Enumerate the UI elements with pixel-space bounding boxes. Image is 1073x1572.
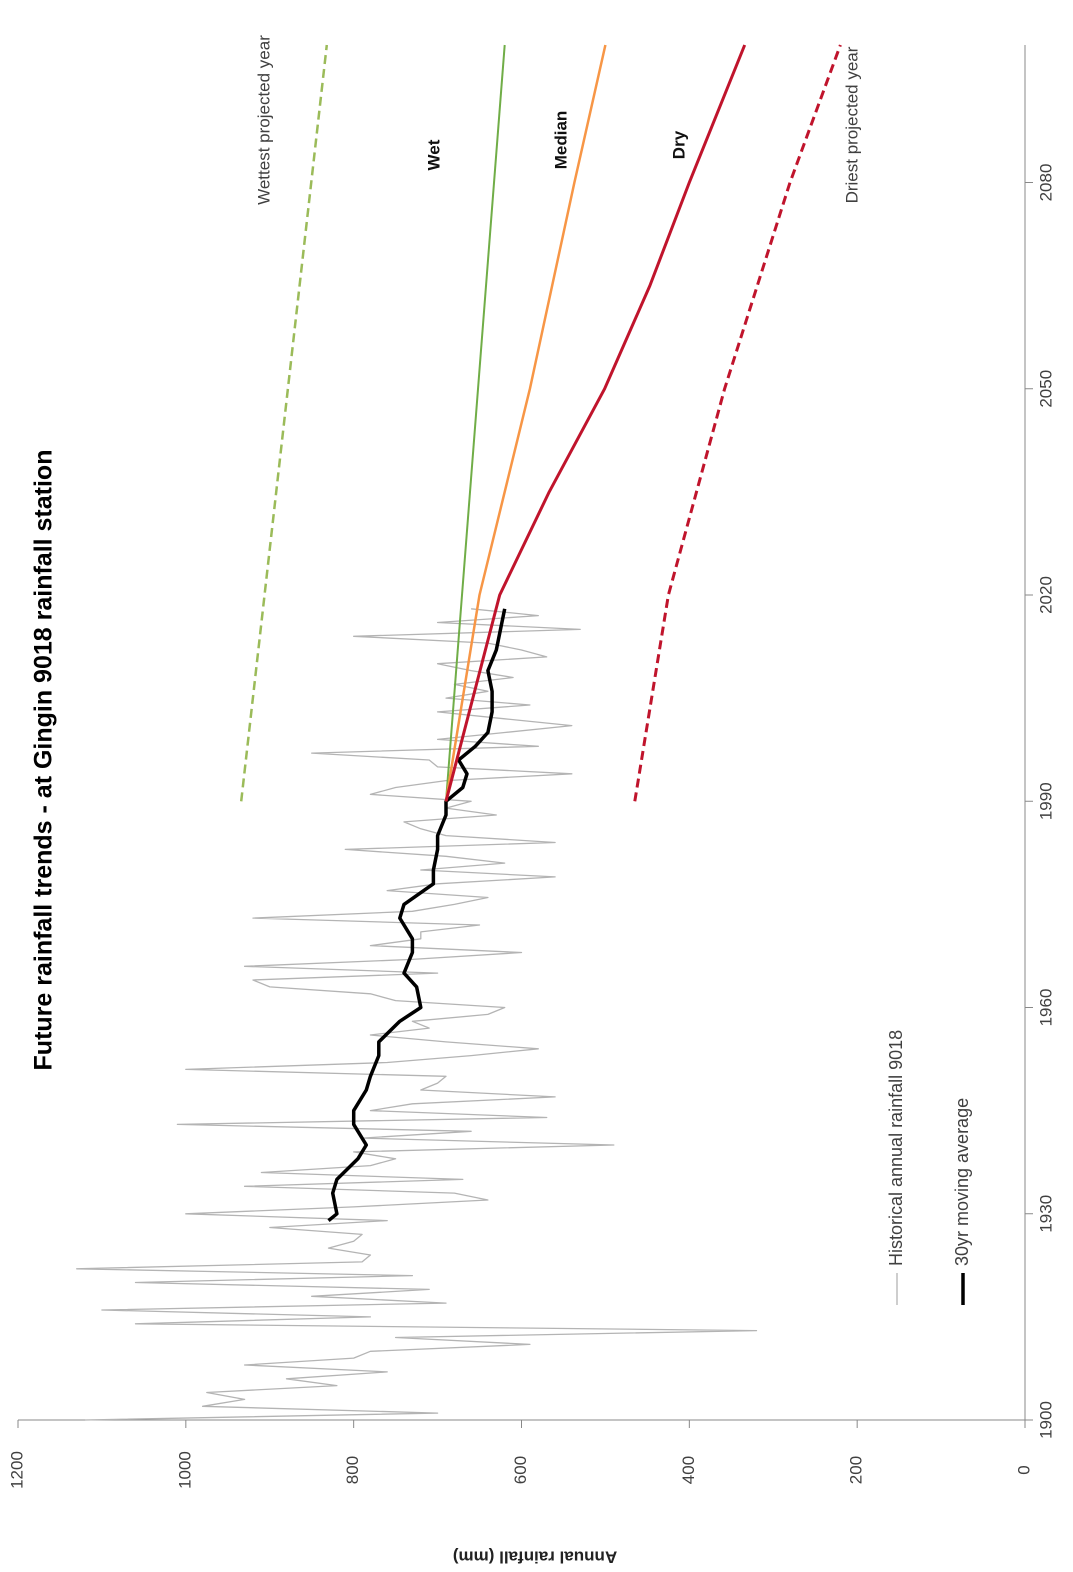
x-tick-label: 2080: [1036, 164, 1055, 202]
legend-label: 30yr moving average: [952, 1098, 972, 1266]
series-label: Wettest projected year: [254, 35, 273, 205]
series-label: Wet: [424, 139, 443, 170]
y-tick-label: 0: [1014, 1465, 1033, 1474]
chart-title: Future rainfall trends - at Gingin 9018 …: [30, 450, 58, 1071]
x-tick-label: 1960: [1036, 989, 1055, 1027]
series-line: [76, 608, 758, 1421]
y-tick-label: 800: [343, 1456, 362, 1484]
y-axis-label: Annual rainfall (mm): [453, 1548, 617, 1567]
y-tick-label: 600: [511, 1456, 530, 1484]
series-line: [239, 44, 329, 802]
y-tick-label: 200: [847, 1456, 866, 1484]
series-label: Median: [551, 111, 570, 170]
series-line: [633, 44, 842, 802]
legend-label: Historical annual rainfall 9018: [886, 1030, 906, 1266]
y-tick-label: 400: [679, 1456, 698, 1484]
series-line: [444, 44, 747, 802]
series-line: [327, 608, 507, 1222]
series-label: Driest projected year: [842, 46, 861, 203]
x-tick-label: 2050: [1036, 370, 1055, 408]
x-tick-label: 1990: [1036, 782, 1055, 820]
series-line: [444, 44, 607, 802]
y-tick-label: 1000: [175, 1451, 194, 1489]
x-tick-label: 1900: [1036, 1401, 1055, 1439]
y-tick-label: 1200: [7, 1451, 26, 1489]
series-line: [445, 44, 506, 802]
x-tick-label: 2020: [1036, 576, 1055, 614]
series-label: Dry: [669, 130, 688, 159]
x-tick-label: 1930: [1036, 1195, 1055, 1233]
